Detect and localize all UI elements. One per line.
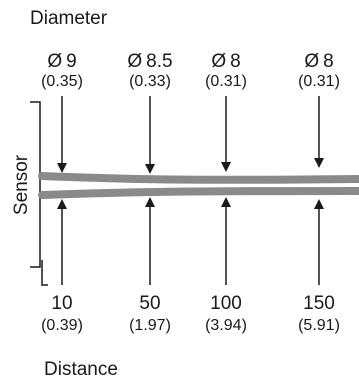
distance-label-1: 10 (0.39) xyxy=(41,293,83,334)
sensor-bracket xyxy=(30,101,41,268)
distance-label-2: 50 (1.97) xyxy=(129,293,171,334)
beam-lower-edge xyxy=(38,187,359,199)
distance-inch-value: (3.94) xyxy=(205,317,247,334)
sensor-label: Sensor xyxy=(11,154,32,215)
svg-text:Ø8: Ø8 xyxy=(304,51,333,72)
svg-text:Ø9: Ø9 xyxy=(47,51,76,72)
diameter-mm-value: 9 xyxy=(66,51,77,72)
distance-label-3: 100 (3.94) xyxy=(205,293,247,334)
distance-label-4: 150 (5.91) xyxy=(298,293,340,334)
diameter-symbol: Ø xyxy=(304,51,319,72)
diameter-mm-value: 8.5 xyxy=(146,51,172,72)
diameter-mm-value: 8 xyxy=(323,51,334,72)
diameter-inch-value: (0.31) xyxy=(205,73,247,90)
diameter-symbol: Ø xyxy=(127,51,142,72)
beam-upper-edge xyxy=(38,172,359,184)
diameter-inch-value: (0.35) xyxy=(41,73,83,90)
distance-mm-value: 10 xyxy=(51,293,72,314)
distance-inch-value: (1.97) xyxy=(129,317,171,334)
distance-inch-value: (0.39) xyxy=(41,317,83,334)
distance-title: Distance xyxy=(44,359,118,380)
diameter-inch-value: (0.31) xyxy=(298,73,340,90)
distance-mm-value: 150 xyxy=(303,293,335,314)
diameter-symbol: Ø xyxy=(211,51,226,72)
distance-axis-stub xyxy=(41,260,48,286)
svg-text:Ø8: Ø8 xyxy=(211,51,240,72)
distance-mm-value: 50 xyxy=(139,293,160,314)
distance-mm-value: 100 xyxy=(210,293,242,314)
diameter-mm-value: 8 xyxy=(230,51,241,72)
diameter-label-2: Ø 8.5 (0.33) xyxy=(127,51,172,90)
svg-text:Ø8.5: Ø 8.5 xyxy=(127,51,172,72)
distance-inch-value: (5.91) xyxy=(298,317,340,334)
diameter-symbol: Ø xyxy=(47,51,62,72)
diameter-title: Diameter xyxy=(30,8,108,29)
diameter-inch-value: (0.33) xyxy=(129,73,171,90)
